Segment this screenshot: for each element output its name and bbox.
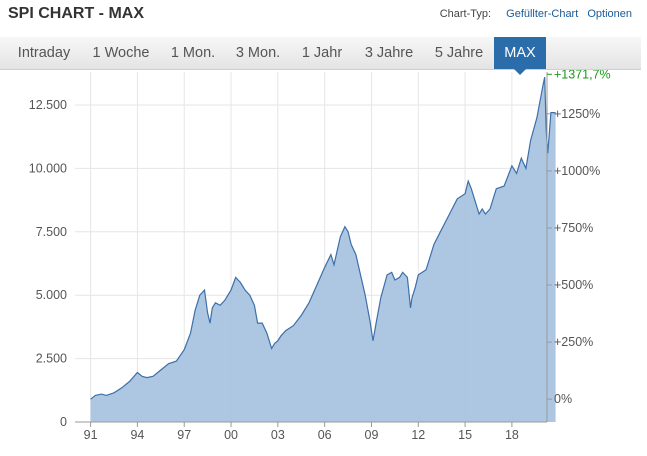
area-fill — [90, 77, 556, 422]
chart-type-link[interactable]: Gefüllter-Chart — [506, 8, 579, 20]
chart: 0 2.500 5.000 7.500 10.000 12.500 91 94 97 00 03 0… — [29, 70, 611, 442]
percent-tick-label: +1000% — [554, 164, 600, 178]
percent-axis-labels: 0% +250% +500% +750% +1000% +1250% +1371,7% — [547, 70, 611, 406]
tab-1-woche[interactable]: 1 Woche — [92, 45, 150, 61]
x-tick-label: 97 — [177, 428, 191, 442]
y-tick-label: 10.000 — [29, 161, 67, 175]
x-tick-label: 03 — [271, 428, 285, 442]
tab-3-mon[interactable]: 3 Mon. — [235, 45, 281, 61]
percent-tick-label: +750% — [554, 221, 593, 235]
timeframe-tabs: Intraday 1 Woche 1 Mon. 3 Mon. 1 Jahr 3 … — [0, 37, 641, 75]
percent-tick-label: 0% — [554, 392, 572, 406]
options-link[interactable]: Optionen — [587, 8, 632, 20]
current-value-label: +1371,7% — [554, 70, 611, 81]
y-tick-label: 7.500 — [36, 225, 67, 239]
x-tick-label: 91 — [84, 428, 98, 442]
tab-3-jahre[interactable]: 3 Jahre — [364, 45, 414, 61]
x-tick-label: 94 — [130, 428, 144, 442]
x-tick-label: 15 — [458, 428, 472, 442]
chart-type-label: Chart-Typ: — [439, 8, 492, 20]
y-tick-label: 12.500 — [29, 98, 67, 112]
tab-max[interactable]: MAX — [494, 37, 546, 75]
x-tick-label: 06 — [318, 428, 332, 442]
percent-tick-label: +500% — [554, 278, 593, 292]
y-axis-labels: 0 2.500 5.000 7.500 10.000 12.500 — [29, 98, 67, 429]
x-tick-label: 12 — [411, 428, 425, 442]
x-tick-label: 18 — [505, 428, 519, 442]
tab-1-jahr[interactable]: 1 Jahr — [301, 45, 343, 61]
tab-1-mon[interactable]: 1 Mon. — [170, 45, 216, 61]
y-tick-label: 5.000 — [36, 288, 67, 302]
chart-type-bar: Chart-Typ: Gefüllter-Chart Optionen — [440, 8, 632, 20]
percent-tick-label: +1250% — [554, 107, 600, 121]
percent-tick-label: +250% — [554, 335, 593, 349]
x-tick-label: 00 — [224, 428, 238, 442]
series-line — [90, 76, 556, 400]
y-tick-label: 2.500 — [36, 352, 67, 366]
chart-frame — [75, 72, 548, 423]
y-tick-label: 0 — [60, 415, 67, 429]
x-axis-labels: 91 94 97 00 03 06 09 12 15 18 — [84, 422, 519, 442]
tab-5-jahre[interactable]: 5 Jahre — [434, 45, 484, 61]
x-tick-label: 09 — [365, 428, 379, 442]
tab-intraday[interactable]: Intraday — [17, 45, 71, 61]
page-title: SPI CHART - MAX — [8, 5, 144, 22]
